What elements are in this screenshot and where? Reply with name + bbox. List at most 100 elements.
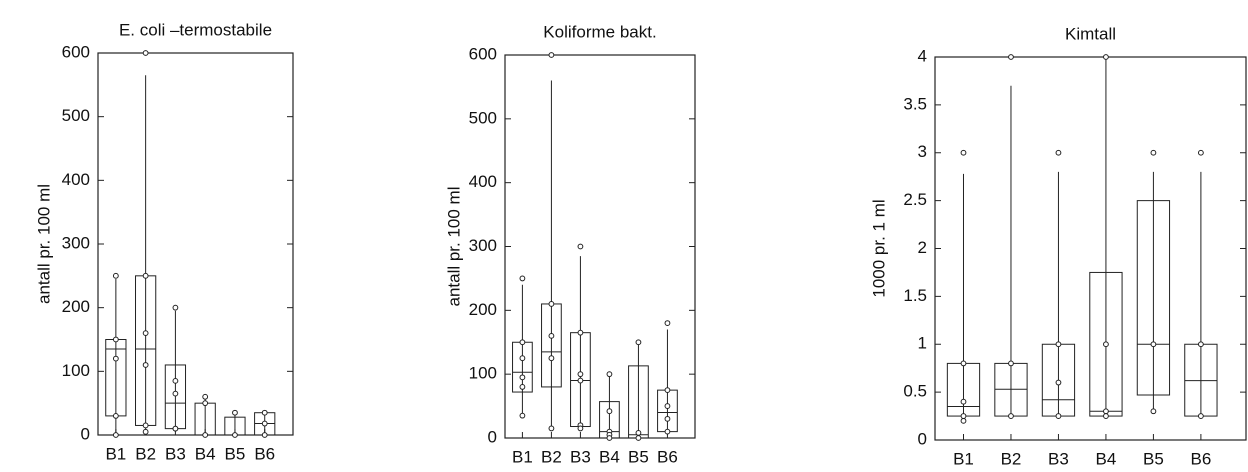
data-point (112, 413, 119, 419)
box (1136, 200, 1171, 396)
data-point (1055, 379, 1062, 386)
plot-frame (97, 52, 294, 436)
y-tick-label: 1.5 (903, 286, 927, 305)
y-tick-label: 100 (469, 364, 497, 383)
y-tick-label: 0 (918, 429, 927, 448)
data-point (1197, 149, 1204, 156)
data-point (232, 409, 238, 416)
data-point (142, 428, 149, 435)
y-tick-label: 200 (62, 297, 90, 316)
data-point (664, 387, 671, 394)
y-axis-label: antall pr. 100 ml (34, 184, 53, 304)
x-tick-label: B3 (570, 447, 591, 466)
data-point (606, 435, 613, 441)
y-tick-label: 0 (488, 427, 497, 446)
chart-title: E. coli –termostabile (119, 20, 272, 39)
x-tick-label: B1 (105, 444, 126, 463)
data-point (172, 377, 179, 384)
x-tick-label: B2 (135, 444, 156, 463)
data-point (1103, 54, 1109, 60)
y-tick-label: 3.5 (903, 94, 927, 113)
data-point (172, 425, 179, 432)
data-point (577, 329, 584, 336)
data-point (1055, 413, 1062, 419)
data-point (112, 272, 119, 279)
data-point (664, 415, 671, 422)
data-point (519, 275, 526, 282)
y-tick-label: 1 (918, 334, 927, 353)
x-tick-label: B4 (599, 447, 620, 466)
x-tick-label: B3 (165, 444, 186, 463)
data-point (519, 412, 526, 419)
y-tick-label: 200 (469, 300, 497, 319)
data-point (142, 272, 149, 279)
data-point (960, 398, 967, 405)
data-point (142, 422, 149, 429)
x-tick-label: B1 (512, 447, 533, 466)
data-point (112, 336, 119, 343)
y-tick-label: 600 (469, 44, 497, 63)
x-tick-label: B6 (1190, 449, 1211, 468)
x-tick-label: B5 (628, 447, 649, 466)
data-point (548, 52, 555, 58)
y-tick-label: 2.5 (903, 190, 927, 209)
y-tick-label: 3 (918, 142, 927, 161)
data-point (1150, 341, 1157, 348)
y-tick-label: 500 (469, 108, 497, 127)
data-point (1103, 413, 1109, 419)
y-tick-label: 2 (918, 238, 927, 257)
data-point (1197, 413, 1204, 419)
data-point (960, 149, 967, 156)
data-point (577, 371, 584, 378)
y-tick-label: 400 (469, 172, 497, 191)
data-point (577, 243, 584, 250)
data-point (519, 374, 526, 381)
y-tick-label: 100 (62, 361, 90, 380)
data-point (112, 355, 119, 362)
x-tick-label: B4 (195, 444, 216, 463)
y-axis-label: antall pr. 100 ml (444, 186, 463, 306)
data-point (960, 413, 967, 419)
data-point (1103, 341, 1109, 348)
data-point (635, 435, 642, 441)
data-point (548, 355, 555, 362)
data-point (172, 304, 179, 311)
y-axis-label: 1000 pr. 1 ml (869, 199, 888, 297)
x-tick-label: B3 (1048, 449, 1069, 468)
data-point (261, 409, 268, 416)
data-point (202, 432, 209, 438)
data-point (1008, 360, 1014, 367)
data-point (142, 362, 149, 368)
data-point (1197, 341, 1204, 348)
data-point (635, 339, 642, 346)
data-point (606, 371, 613, 378)
data-point (577, 425, 584, 432)
data-point (548, 301, 555, 307)
y-tick-label: 400 (62, 170, 90, 189)
data-point (142, 50, 149, 56)
data-point (1055, 341, 1062, 348)
data-point (664, 320, 671, 327)
data-point (232, 432, 238, 438)
y-tick-label: 500 (62, 106, 90, 125)
data-point (577, 377, 584, 384)
chart-title: Koliforme bakt. (543, 22, 656, 41)
x-tick-label: B4 (1096, 449, 1117, 468)
data-point (142, 330, 149, 337)
data-point (635, 429, 642, 436)
y-tick-label: 0.5 (903, 382, 927, 401)
x-tick-label: B6 (254, 444, 275, 463)
x-tick-label: B1 (953, 449, 974, 468)
chart-title: Kimtall (1065, 24, 1116, 43)
data-point (519, 339, 526, 346)
data-point (1008, 54, 1014, 60)
x-tick-label: B2 (541, 447, 562, 466)
x-tick-label: B2 (1001, 449, 1022, 468)
data-point (664, 428, 671, 435)
plot-frame (934, 56, 1247, 441)
plot-frame (504, 54, 696, 439)
y-tick-label: 0 (81, 424, 90, 443)
x-tick-label: B5 (1143, 449, 1164, 468)
data-point (1008, 413, 1014, 419)
